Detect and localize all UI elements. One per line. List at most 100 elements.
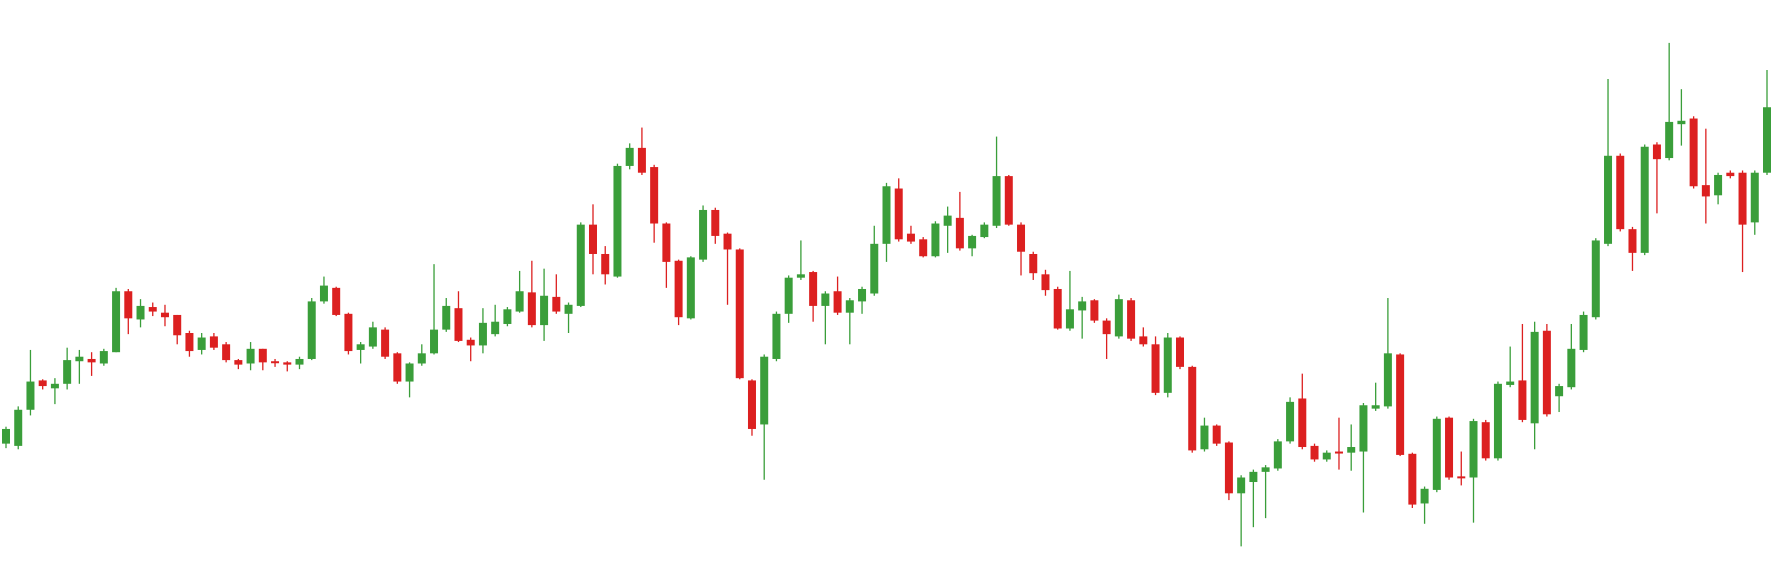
candle-body xyxy=(1518,380,1527,420)
candle-body xyxy=(1017,224,1026,252)
candle-body xyxy=(1127,300,1136,339)
candle-body xyxy=(919,239,928,257)
candle-body xyxy=(1604,155,1613,244)
candle-body xyxy=(283,362,292,365)
candle-body xyxy=(1114,299,1123,337)
candle-body xyxy=(1176,337,1184,367)
candle-body xyxy=(1237,477,1246,494)
candle-body xyxy=(1200,425,1209,450)
candle-body xyxy=(50,383,59,389)
candle-body xyxy=(699,209,708,260)
candle-body xyxy=(1567,348,1576,388)
candle-body xyxy=(1151,344,1160,393)
candle-body xyxy=(1640,146,1649,253)
candle-body xyxy=(735,249,744,379)
candle-body xyxy=(1493,383,1502,459)
candle-body xyxy=(1677,120,1686,125)
candle-body xyxy=(858,288,867,302)
candle-body xyxy=(222,344,231,361)
candle-body xyxy=(613,165,622,277)
candle-body xyxy=(124,291,133,319)
candle-body xyxy=(1579,314,1588,350)
candle-body xyxy=(1078,301,1087,311)
candle-body xyxy=(625,147,634,166)
candle-body xyxy=(1065,309,1074,329)
candle-body xyxy=(662,223,671,262)
candle-body xyxy=(1432,418,1441,490)
candle-body xyxy=(478,322,487,346)
candle-body xyxy=(63,360,72,384)
candle-body xyxy=(845,300,854,313)
candle-body xyxy=(1738,172,1747,225)
candle-body xyxy=(1322,452,1331,460)
candle-body xyxy=(723,233,732,250)
candle-body xyxy=(1383,353,1392,407)
candle-body xyxy=(148,307,157,312)
candle-body xyxy=(1212,425,1221,444)
candle-body xyxy=(1750,172,1759,223)
candle-body xyxy=(442,305,451,330)
candle-body xyxy=(466,339,475,346)
candle-body xyxy=(38,380,47,387)
candle-body xyxy=(26,381,35,410)
candle-body xyxy=(246,348,255,364)
candle-body xyxy=(344,313,353,352)
candle-body xyxy=(515,291,524,312)
candle-body xyxy=(112,291,121,353)
candle-body xyxy=(332,287,341,315)
candle-body xyxy=(87,358,96,363)
candle-body xyxy=(185,333,194,352)
candle-body xyxy=(589,224,597,254)
candle-body xyxy=(943,215,952,226)
candle-body xyxy=(1286,401,1295,442)
candle-body xyxy=(173,314,182,336)
candle-body xyxy=(295,358,304,365)
candle-body xyxy=(931,223,940,257)
candle-body xyxy=(711,209,720,236)
candle-body xyxy=(307,301,316,359)
candle-body xyxy=(833,291,842,313)
candle-body xyxy=(1188,366,1197,451)
candle-body xyxy=(968,235,977,249)
candle-body xyxy=(1542,330,1551,415)
candle-body xyxy=(1041,274,1050,291)
candle-body xyxy=(650,167,659,224)
candle-body xyxy=(906,233,915,242)
candle-body xyxy=(1469,421,1478,478)
candle-body xyxy=(197,337,206,350)
candle-body xyxy=(980,224,989,238)
candle-body xyxy=(393,353,402,382)
candle-body xyxy=(234,360,243,365)
candle-body xyxy=(564,304,573,314)
candle-body xyxy=(686,257,695,319)
candle-body xyxy=(209,336,218,348)
candle-body xyxy=(1701,185,1710,197)
candle-body xyxy=(1763,107,1771,173)
candle-body xyxy=(1408,453,1417,505)
candle-body xyxy=(1261,467,1270,472)
candle-body xyxy=(491,321,500,335)
candle-body xyxy=(1457,476,1466,479)
candle-body xyxy=(1396,354,1405,455)
candle-body xyxy=(356,344,365,350)
candle-body xyxy=(772,313,781,359)
candle-body xyxy=(1371,405,1380,409)
candle-body xyxy=(637,147,646,173)
candle-body xyxy=(14,409,23,446)
candle-body xyxy=(1420,488,1429,504)
candle-body xyxy=(1665,121,1674,159)
candle-body xyxy=(381,329,390,357)
candle-body xyxy=(870,243,879,294)
candle-body xyxy=(552,296,561,312)
candle-body xyxy=(821,293,830,306)
candle-body xyxy=(1591,240,1600,318)
candle-body xyxy=(601,253,610,275)
candle-body xyxy=(1334,451,1343,454)
candle-body xyxy=(417,353,426,364)
candle-body xyxy=(955,217,964,249)
candle-body xyxy=(882,186,891,244)
candle-body xyxy=(1053,288,1062,329)
candle-body xyxy=(160,312,169,318)
